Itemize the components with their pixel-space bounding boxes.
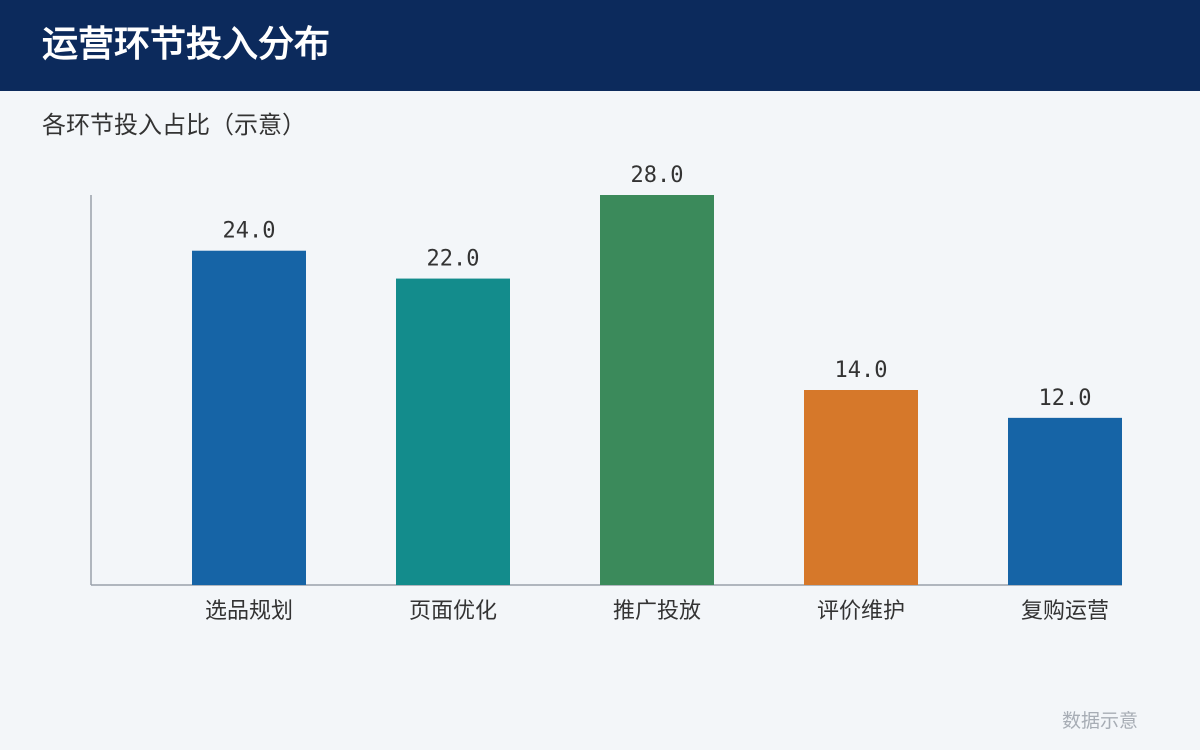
category-label-2: 页面优化 (409, 599, 497, 624)
category-label-5: 复购运营 (1021, 599, 1109, 624)
category-label-1: 选品规划 (205, 599, 293, 624)
page-title: 运营环节投入分布 (42, 24, 331, 65)
data-label-5: 12.0 (1039, 386, 1092, 411)
data-label-1: 24.0 (223, 219, 276, 244)
data-label-2: 22.0 (427, 247, 480, 272)
chart-subtitle: 各环节投入占比（示意） (42, 111, 306, 139)
data-note: 数据示意 (1061, 710, 1138, 732)
category-label-3: 推广投放 (613, 599, 701, 624)
bar-4 (804, 390, 918, 585)
bar-2 (396, 278, 510, 585)
header-bar: 运营环节投入分布 (0, 0, 1200, 91)
category-label-4: 评价维护 (817, 599, 905, 624)
bar-3 (600, 195, 714, 585)
bar-5 (1008, 417, 1122, 585)
data-label-3: 28.0 (631, 163, 684, 188)
bar-1 (192, 250, 306, 585)
data-label-4: 14.0 (835, 358, 888, 383)
